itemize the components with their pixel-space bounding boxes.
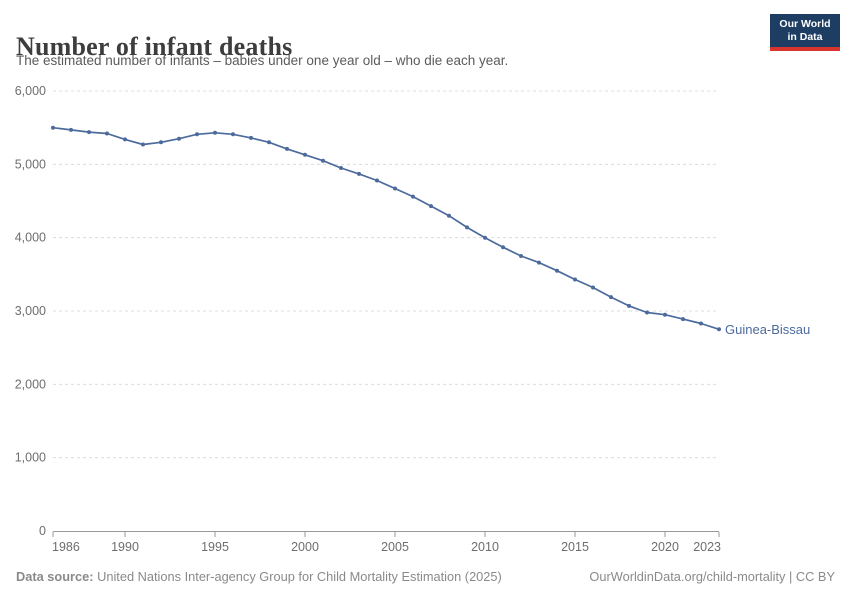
data-point-marker	[357, 171, 361, 176]
data-point-marker	[51, 125, 55, 130]
y-axis-label: 5,000	[15, 157, 46, 171]
data-point-marker	[483, 235, 487, 240]
data-source-text: United Nations Inter-agency Group for Ch…	[97, 569, 502, 584]
owid-logo[interactable]: Our World in Data	[770, 14, 840, 51]
y-axis-label: 3,000	[15, 304, 46, 318]
data-source-note: Data source: United Nations Inter-agency…	[16, 569, 502, 584]
x-axis-label: 1990	[111, 540, 139, 554]
data-point-marker	[501, 245, 505, 250]
data-point-marker	[699, 321, 703, 326]
data-point-marker	[375, 178, 379, 183]
data-point-marker	[663, 312, 667, 317]
data-point-marker	[213, 130, 217, 135]
data-point-marker	[537, 260, 541, 265]
chart-subtitle: The estimated number of infants – babies…	[16, 53, 509, 68]
page-title: Number of infant deaths	[16, 32, 293, 62]
data-point-marker	[141, 142, 145, 147]
data-series-line	[52, 126, 720, 331]
data-point-marker	[177, 136, 181, 141]
data-point-marker	[393, 186, 397, 191]
owid-logo-red-bar	[770, 47, 840, 51]
data-point-marker	[519, 254, 523, 258]
data-point-marker	[249, 135, 253, 140]
series-label: Guinea-Bissau	[725, 322, 810, 337]
x-axis-label: 2005	[381, 540, 409, 554]
data-source-label: Data source:	[16, 569, 94, 584]
data-point-marker	[645, 310, 649, 315]
data-point-marker	[465, 225, 469, 230]
owid-logo-line1: Our World	[779, 18, 831, 30]
data-point-marker	[627, 303, 631, 308]
y-axis-label: 4,000	[15, 231, 46, 245]
x-axis-label: 2010	[471, 540, 499, 554]
data-point-marker	[123, 137, 127, 142]
data-point-marker	[717, 327, 721, 332]
data-point-marker	[681, 317, 685, 322]
x-axis-label: 1986	[52, 540, 80, 554]
y-axis-label: 2,000	[15, 377, 46, 391]
data-point-marker	[303, 152, 307, 157]
data-point-marker	[105, 131, 109, 136]
data-point-marker	[285, 146, 289, 151]
y-axis-label: 0	[39, 524, 46, 538]
x-axis-label: 2000	[291, 540, 319, 554]
y-axis-label: 1,000	[15, 451, 46, 465]
data-point-marker	[87, 130, 91, 135]
x-axis-label: 2020	[651, 540, 679, 554]
data-point-marker	[573, 277, 577, 282]
chart-footer: Data source: United Nations Inter-agency…	[16, 569, 835, 584]
data-point-marker	[411, 194, 415, 199]
data-point-marker	[447, 213, 451, 218]
data-point-marker	[159, 140, 163, 145]
data-point-marker	[591, 285, 595, 290]
data-point-marker	[429, 204, 433, 209]
data-point-marker	[609, 295, 613, 300]
x-axis-label: 2015	[561, 540, 589, 554]
y-axis-label: 6,000	[15, 84, 46, 98]
data-point-marker	[321, 158, 325, 163]
x-axis-label: 1995	[201, 540, 229, 554]
owid-url-link[interactable]: OurWorldinData.org/child-mortality | CC …	[589, 569, 835, 584]
data-point-marker	[339, 166, 343, 170]
data-point-marker	[69, 127, 73, 132]
owid-logo-line2: in Data	[787, 31, 823, 43]
data-point-marker	[267, 140, 271, 145]
data-point-marker	[555, 268, 559, 273]
data-point-marker	[231, 132, 235, 137]
owid-logo-text: Our World in Data	[770, 14, 840, 47]
data-point-marker	[195, 132, 199, 137]
x-axis-label: 2023	[693, 540, 721, 554]
